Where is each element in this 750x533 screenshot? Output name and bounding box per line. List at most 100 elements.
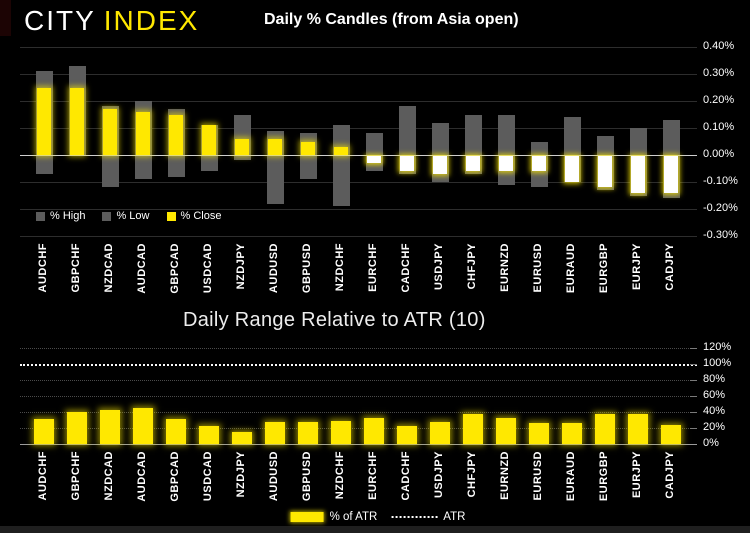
high-low-bar [365, 133, 383, 172]
x-axis-label: NZDCHF [334, 243, 346, 292]
gridline [20, 101, 697, 102]
gridline [20, 396, 697, 397]
legend-item-low: % Low [102, 210, 150, 222]
close-bar [631, 156, 645, 193]
close-bar [136, 111, 150, 155]
y-axis-label: 0.20% [703, 94, 735, 106]
atr-percent-bar [331, 420, 351, 444]
high-low-bar [497, 114, 515, 185]
close-bar [37, 87, 51, 155]
x-axis-label: AUDCAD [136, 451, 148, 502]
atr-percent-bar [364, 417, 384, 444]
close-bar [202, 125, 216, 155]
high-low-bar [332, 125, 350, 207]
atr-percent-bar [67, 412, 87, 444]
close-bar [466, 156, 480, 172]
close-bar [664, 156, 678, 193]
high-low-bar [299, 133, 317, 180]
x-axis-label: EURGBP [598, 451, 610, 502]
x-axis-label: NZDJPY [235, 243, 247, 290]
atr-chart-title: Daily Range Relative to ATR (10) [183, 309, 486, 331]
x-axis-label: GBPCHF [70, 451, 82, 501]
atr-percent-bar [298, 422, 318, 444]
atr-percent-bar [166, 419, 186, 444]
close-bar [103, 109, 117, 155]
x-axis-label: GBPCAD [169, 451, 181, 502]
x-axis-label: EURCHF [367, 243, 379, 292]
close-bar [532, 156, 546, 172]
gridline [20, 128, 697, 129]
x-axis-label: CHFJPY [466, 243, 478, 290]
x-axis-label: EURAUD [565, 243, 577, 294]
atr-percent-bar [463, 413, 483, 444]
atr-percent-bar [562, 423, 582, 444]
x-axis-label: GBPCHF [70, 243, 82, 293]
x-axis-label: USDJPY [433, 451, 445, 499]
atr-bar-swatch [290, 512, 324, 522]
close-bar [367, 156, 381, 164]
x-axis-label: USDJPY [433, 243, 445, 291]
atr-percent-bar [430, 421, 450, 444]
zero-line [20, 155, 697, 156]
atr-percent-bar [100, 409, 120, 444]
atr-percent-bar [265, 421, 285, 444]
atr-percent-bar [34, 419, 54, 444]
legend-item-high: % High [36, 210, 85, 222]
x-axis-label: EURUSD [532, 451, 544, 501]
axis-tick [690, 396, 697, 397]
axis-tick [690, 428, 697, 429]
x-axis-label: NZDCHF [334, 451, 346, 500]
close-bar [268, 138, 282, 155]
x-axis-label: CADCHF [400, 243, 412, 293]
y-axis-label: 0.30% [703, 67, 735, 79]
x-axis-label: EURUSD [532, 243, 544, 293]
x-axis-label: USDCAD [202, 243, 214, 294]
atr-percent-bar [232, 432, 252, 444]
gridline [20, 412, 697, 413]
x-axis-label: EURNZD [499, 451, 511, 500]
gridline [20, 209, 697, 210]
axis-tick [690, 412, 697, 413]
atr-reference-line [20, 364, 697, 366]
close-bar [400, 156, 414, 172]
candles-chart-title: Daily % Candles (from Asia open) [264, 11, 519, 28]
x-axis-label: NZDCAD [103, 243, 115, 293]
gridline [20, 348, 697, 349]
gridline [20, 380, 697, 381]
x-axis-label: AUDCAD [136, 243, 148, 294]
legend-label-high: % High [50, 210, 86, 222]
atr-legend: % of ATR ATR [290, 511, 466, 523]
atr-percent-bar [628, 414, 648, 444]
y-axis-label: 100% [703, 357, 732, 369]
close-bar [433, 156, 447, 174]
atr-bar-label: % of ATR [329, 511, 378, 523]
atr-percent-bar [199, 426, 219, 444]
y-axis-label: 0.40% [703, 40, 735, 52]
y-axis-label: 80% [703, 373, 726, 385]
close-bar [301, 141, 315, 155]
corner-accent [0, 0, 11, 36]
y-axis-label: -0.20% [703, 202, 738, 214]
x-axis-label: AUDCHF [37, 243, 49, 293]
gridline [20, 428, 697, 429]
bottom-band [0, 526, 750, 533]
y-axis-label: 60% [703, 389, 726, 401]
axis-tick [690, 364, 697, 365]
x-axis-label: NZDJPY [235, 451, 247, 498]
close-bar [499, 156, 513, 172]
x-axis-label: NZDCAD [103, 451, 115, 501]
gridline [20, 182, 697, 183]
brand-logo-city: CITY [24, 5, 96, 36]
x-axis-line [20, 444, 697, 445]
close-bar [598, 156, 612, 188]
atr-percent-bar [529, 423, 549, 444]
low-swatch [102, 211, 112, 221]
x-axis-label: AUDCHF [37, 451, 49, 501]
atr-line-label: ATR [443, 511, 466, 523]
x-axis-label: EURGBP [598, 243, 610, 294]
x-axis-label: GBPCAD [169, 243, 181, 294]
atr-percent-bar [133, 408, 153, 444]
y-axis-label: -0.30% [703, 229, 738, 241]
